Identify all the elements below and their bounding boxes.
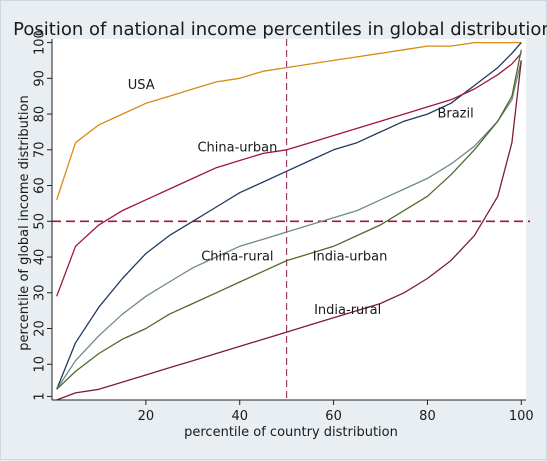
series-layer <box>56 41 522 401</box>
series-line-usa <box>56 41 522 201</box>
series-annotation: China-urban <box>197 141 277 156</box>
series-annotation: China-rural <box>201 250 273 265</box>
x-tick-label: 60 <box>325 409 342 424</box>
axis-layer: 20 40 60 80 100 1 10 20 30 40 50 60 70 80 90 100 <box>33 30 534 424</box>
series-line-india-urban <box>56 49 522 390</box>
series-annotation: USA <box>128 78 155 93</box>
y-tick-label: 1 <box>33 392 48 400</box>
x-tick-label: 100 <box>509 409 534 424</box>
reference-lines <box>52 39 530 400</box>
annotation-layer: USA Brazil China-urban China-rural India-urb… <box>128 78 474 318</box>
series-annotation: India-rural <box>314 303 381 318</box>
y-axis-label: percentile of global income distribution <box>17 95 32 350</box>
x-tick-label: 40 <box>231 409 248 424</box>
x-tick-label: 20 <box>138 409 155 424</box>
series-line-india-rural <box>56 60 522 401</box>
plot-area <box>52 39 526 400</box>
series-line-china-urban <box>56 52 522 297</box>
y-tick-label: 30 <box>33 284 48 301</box>
x-axis-label: percentile of country distribution <box>184 425 398 440</box>
series-line-china-rural <box>56 60 522 390</box>
y-tick-label: 70 <box>33 142 48 159</box>
y-tick-label: 90 <box>33 70 48 87</box>
x-tick-label: 80 <box>419 409 436 424</box>
y-tick-label: 50 <box>33 213 48 230</box>
y-tick-label: 40 <box>33 249 48 266</box>
y-tick-label: 80 <box>33 106 48 123</box>
y-tick-label: 100 <box>33 30 48 55</box>
series-annotation: Brazil <box>437 107 473 122</box>
y-tick-label: 10 <box>33 356 48 373</box>
series-annotation: India-urban <box>313 250 388 265</box>
chart-title: Position of national income percentiles … <box>13 19 547 40</box>
y-tick-label: 60 <box>33 177 48 194</box>
y-tick-label: 20 <box>33 320 48 337</box>
